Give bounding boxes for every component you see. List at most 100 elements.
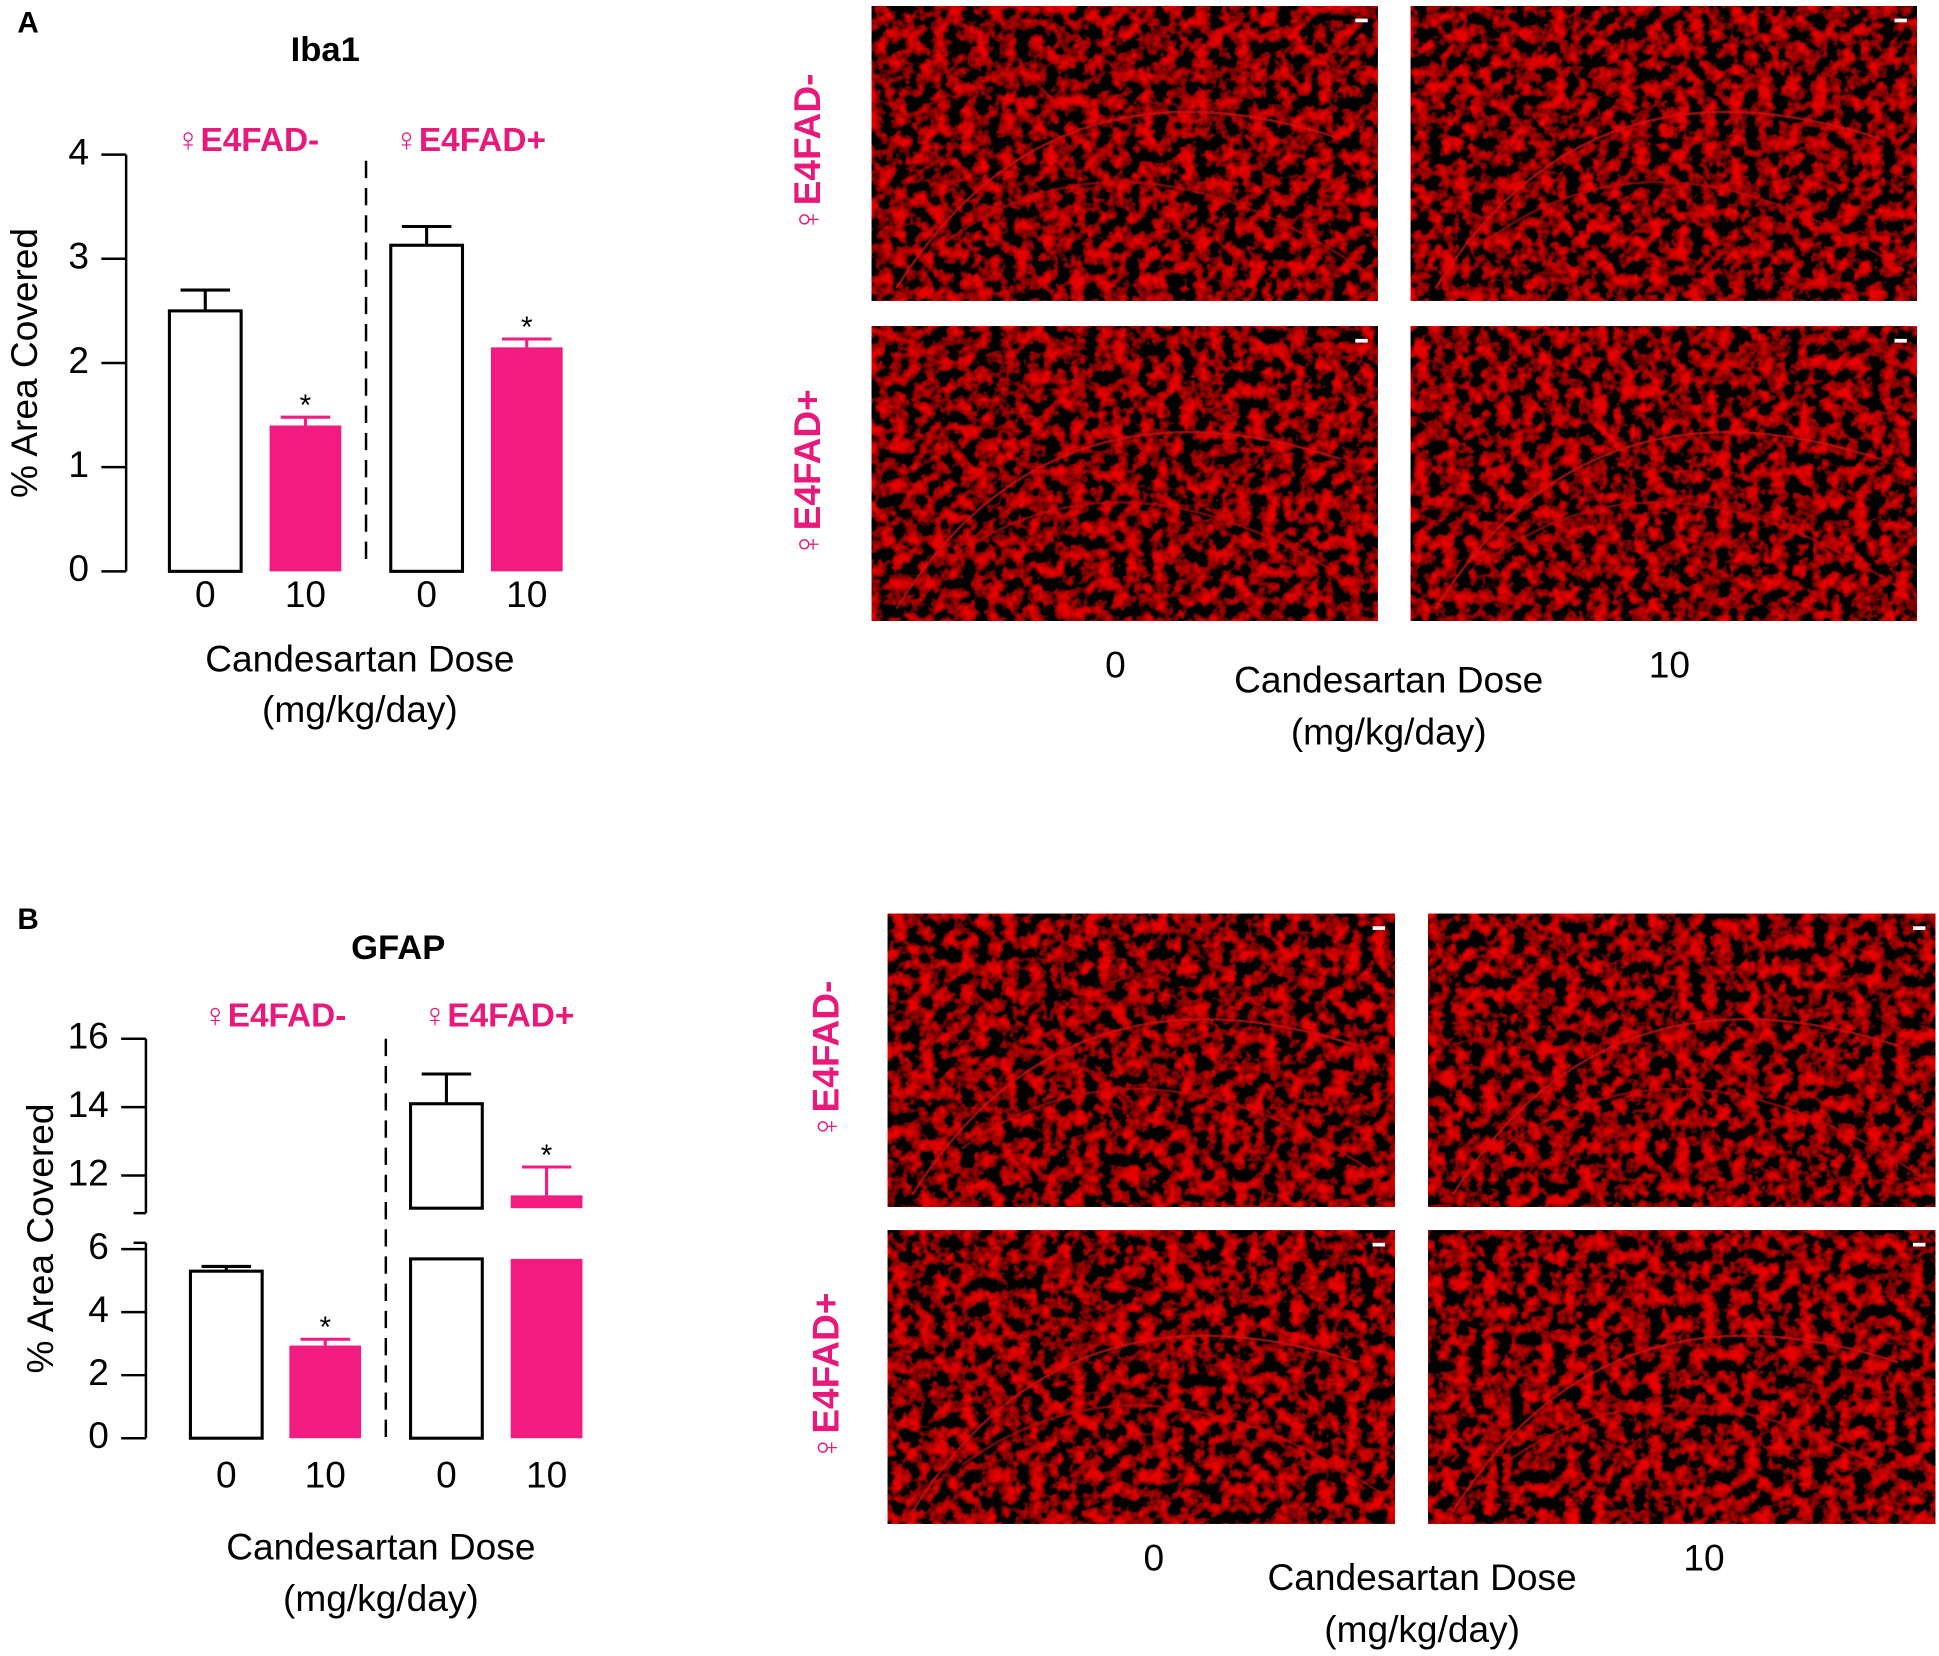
micrograph-texture [887,1230,1395,1524]
significance: * [541,1139,553,1172]
micrograph-texture [871,326,1378,621]
group-label: ♀E4FAD+ [394,122,546,159]
column-label: 0 [1105,644,1126,686]
x-tick-label: 10 [526,1454,567,1496]
scale-bar [1372,1242,1385,1247]
y-tick-label: 4 [68,130,89,172]
tissue-layer [1434,431,1881,610]
tissue-layer [945,501,1366,593]
error-bar [502,337,552,348]
significance: * [521,311,533,344]
row-label: ♀E4FAD- [786,74,828,234]
micrograph-texture [887,913,1395,1207]
panel-label: A [17,7,38,40]
tissue-layer [1501,1087,1924,1179]
group-label: ♀E4FAD- [175,122,319,159]
row-label: ♀E4FAD- [804,981,846,1141]
error-bar [521,1165,572,1196]
error-bar [201,1264,252,1272]
y-tick-label: 16 [68,1015,109,1057]
scale-bar [1913,1242,1926,1247]
micrograph-texture [1410,6,1917,301]
x-tick-label: 10 [506,573,547,615]
tissue-layer [1501,1404,1924,1496]
column-label: 10 [1683,1536,1724,1578]
scale-bar [1355,18,1368,23]
tissue-layer [1484,180,1906,273]
y-tick-label: 12 [68,1151,109,1193]
bar [269,425,342,572]
scale-bar [1372,926,1385,930]
y-tick-label: 0 [68,547,89,589]
bar [167,309,243,573]
micrograph-x-label: (mg/kg/day) [1324,1608,1520,1650]
x-axis-label: (mg/kg/day) [262,688,458,730]
micrograph-x-label: Candesartan Dose [1234,658,1543,700]
tissue-layer [895,110,1341,289]
tissue-layer [1484,501,1906,593]
bar [188,1269,264,1440]
micrograph-texture [1428,1230,1936,1524]
panel-label: B [17,903,38,936]
micrograph-texture [1428,913,1936,1207]
row-label: ♀E4FAD+ [804,1292,846,1461]
error-bar [421,1072,472,1104]
error-bar [280,415,331,426]
tissue-layer [911,1018,1359,1196]
x-axis-label: Candesartan Dose [205,637,514,679]
x-tick-label: 0 [436,1454,457,1496]
y-tick-label: 6 [88,1225,109,1267]
x-tick-label: 0 [416,573,437,615]
y-tick-label: 4 [88,1288,109,1330]
y-tick-label: 2 [88,1351,109,1393]
error-bar [300,1337,350,1346]
chart-title: Iba1 [291,31,360,69]
micrograph-texture [1410,326,1917,621]
bar [490,347,563,572]
bar [409,1257,484,1440]
tissue-layer [961,1404,1384,1496]
chart-title: GFAP [351,929,445,967]
tissue-layer [1451,1018,1899,1196]
y-tick-label: 14 [68,1083,109,1125]
scale-bar [1355,338,1368,343]
y-tick-label: 3 [68,235,89,277]
bar [289,1345,362,1439]
y-axis-label: % Area Covered [19,1103,61,1373]
scale-bar [1894,338,1907,343]
x-tick-label: 10 [285,573,326,615]
tissue-layer [1434,110,1881,289]
tissue-layer [961,1087,1384,1179]
bar [510,1258,583,1439]
row-label: ♀E4FAD+ [786,389,828,558]
tissue-layer [911,1334,1359,1512]
x-tick-label: 0 [195,573,216,615]
x-axis-label: Candesartan Dose [226,1525,535,1567]
error-bar [401,224,452,246]
micrograph-x-label: (mg/kg/day) [1291,710,1487,752]
group-label: ♀E4FAD- [203,998,347,1035]
y-tick-label: 2 [68,339,89,381]
y-tick-label: 1 [68,443,89,485]
bar [389,243,465,573]
error-bar [180,288,231,311]
bar [409,1102,484,1210]
scale-bar [1894,18,1907,23]
tissue-layer [945,180,1366,273]
column-label: 0 [1143,1536,1164,1578]
column-label: 10 [1649,644,1690,686]
scale-bar [1913,926,1926,930]
tissue-layer [895,431,1341,610]
micrograph-texture [871,6,1378,301]
significance: * [319,1311,331,1344]
group-label: ♀E4FAD+ [422,998,574,1035]
micrograph-x-label: Candesartan Dose [1268,1556,1577,1598]
y-tick-label: 0 [88,1414,109,1456]
x-axis-label: (mg/kg/day) [283,1577,479,1619]
tissue-layer [1451,1334,1899,1512]
x-tick-label: 0 [216,1454,237,1496]
x-tick-label: 10 [305,1454,346,1496]
significance: * [300,389,312,422]
